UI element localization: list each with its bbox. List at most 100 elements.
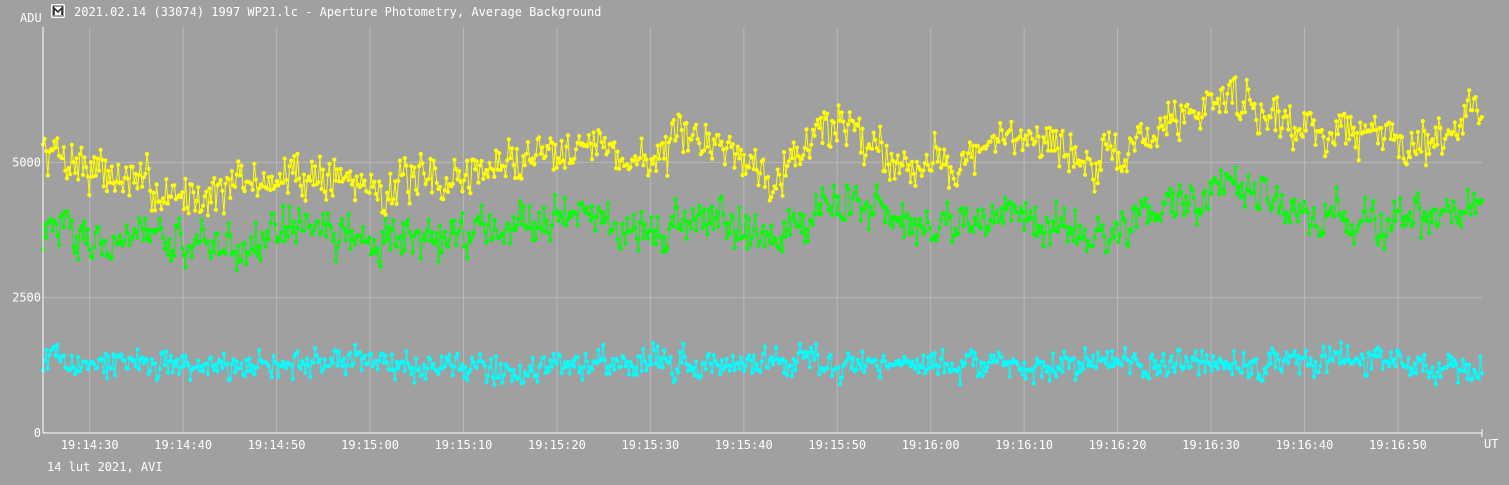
data-point [71, 245, 76, 250]
data-point [1217, 109, 1222, 115]
data-point [1031, 381, 1036, 386]
data-point [761, 224, 766, 229]
data-point [930, 237, 936, 242]
data-point [1074, 241, 1080, 246]
data-point [1159, 123, 1164, 128]
data-point [1478, 354, 1483, 359]
data-point [1319, 127, 1324, 132]
data-point [1462, 103, 1467, 108]
data-point [225, 232, 230, 238]
data-point [1239, 181, 1244, 186]
data-point [180, 246, 185, 251]
data-point [458, 367, 463, 372]
data-point [420, 237, 425, 242]
data-point [801, 213, 806, 218]
data-point [1174, 361, 1179, 366]
data-point [1018, 366, 1024, 371]
data-point [365, 361, 370, 366]
data-point [343, 174, 348, 179]
data-point [501, 240, 507, 245]
data-point [697, 141, 702, 146]
data-point [444, 176, 449, 181]
data-point [492, 174, 497, 179]
data-point [782, 150, 787, 155]
data-point [1073, 145, 1078, 150]
data-point [221, 351, 226, 356]
data-point [297, 206, 302, 211]
data-point [249, 369, 254, 374]
data-point [1081, 234, 1086, 239]
data-point [586, 370, 591, 375]
data-point [1263, 371, 1268, 376]
data-point [1270, 346, 1275, 351]
data-point [303, 198, 308, 203]
data-point [711, 226, 716, 231]
data-point [325, 172, 330, 177]
data-point [673, 377, 678, 382]
data-point [186, 363, 191, 368]
data-point [788, 147, 793, 152]
data-point [130, 234, 135, 239]
data-point [252, 372, 257, 377]
data-point [978, 226, 984, 231]
data-point [1159, 359, 1164, 364]
data-point [942, 370, 947, 375]
data-point [1066, 224, 1072, 230]
data-point [633, 366, 638, 371]
data-point [970, 363, 976, 368]
data-point [490, 235, 495, 240]
data-point [892, 176, 897, 181]
data-point [265, 186, 270, 191]
data-point [383, 217, 388, 222]
data-point [1199, 209, 1204, 214]
data-point [1255, 375, 1260, 381]
data-point [253, 177, 258, 182]
data-point [530, 355, 535, 360]
data-point [921, 353, 926, 358]
y-axis-label: ADU [20, 11, 42, 25]
data-point [782, 370, 787, 375]
app-logo-icon[interactable] [51, 4, 65, 18]
data-point [934, 362, 939, 367]
data-point [498, 167, 503, 172]
data-point [233, 370, 238, 375]
data-point [850, 118, 856, 124]
data-point [1030, 136, 1035, 141]
data-point [1110, 348, 1115, 353]
data-point [998, 121, 1003, 126]
data-point [732, 165, 737, 170]
data-point [708, 150, 713, 155]
data-point [221, 248, 226, 253]
data-point [292, 154, 297, 159]
data-point [509, 146, 515, 151]
data-point [1076, 235, 1081, 240]
data-point [1206, 206, 1211, 211]
data-point [825, 111, 830, 116]
data-point [690, 365, 696, 370]
data-point [609, 141, 614, 146]
data-point [239, 361, 244, 366]
data-point [1399, 223, 1405, 228]
data-point [1367, 129, 1373, 134]
data-point [551, 211, 556, 216]
data-point [807, 365, 812, 370]
data-point [575, 354, 580, 359]
data-point [191, 243, 196, 248]
data-point [1241, 351, 1246, 356]
data-point [1223, 109, 1228, 114]
data-point [1419, 235, 1424, 240]
data-point [61, 225, 66, 230]
data-point [426, 218, 431, 223]
data-point [516, 376, 521, 381]
data-point [1042, 140, 1048, 145]
data-point [1236, 366, 1241, 371]
data-point [1148, 217, 1153, 222]
data-point [1369, 122, 1374, 127]
data-point [125, 230, 130, 235]
data-point [1387, 217, 1392, 222]
data-point [1339, 214, 1344, 219]
data-point [479, 158, 484, 164]
data-point [1174, 212, 1179, 217]
data-point [871, 130, 876, 135]
data-point [1119, 210, 1124, 215]
